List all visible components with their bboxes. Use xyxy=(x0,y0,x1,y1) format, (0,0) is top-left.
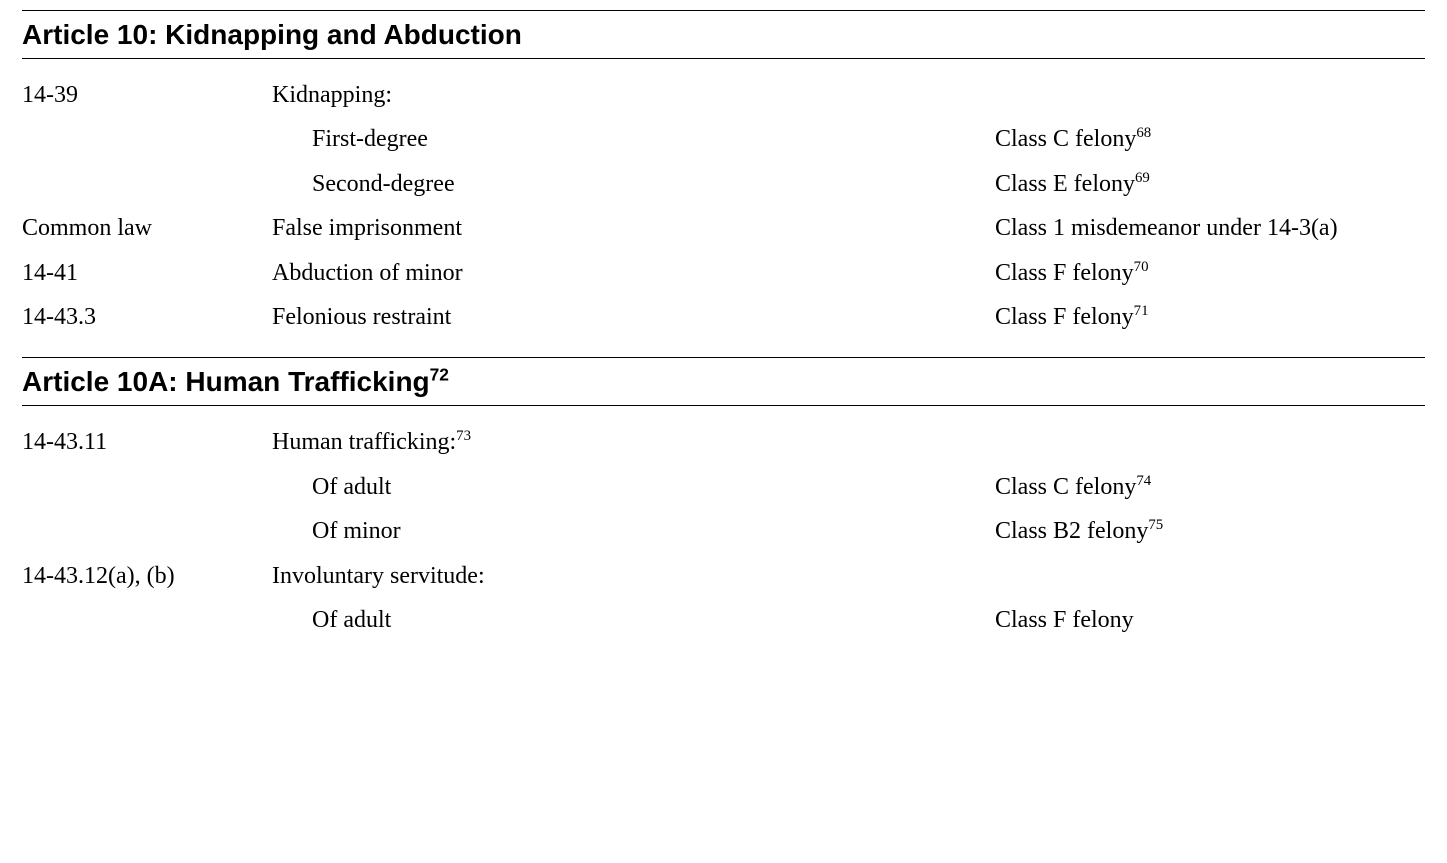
article-title-footnote: 72 xyxy=(430,365,449,385)
class-text: Class C felony xyxy=(995,126,1136,152)
table-row: Of minor Class B2 felony75 xyxy=(22,509,1425,553)
table-row: 14-43.12(a), (b) Involuntary servitude: xyxy=(22,554,1425,598)
table-row: Of adult Class F felony xyxy=(22,598,1425,642)
offense-text: Of adult xyxy=(312,607,391,633)
class-text: Class F felony xyxy=(995,304,1134,330)
statute-code: 14-43.3 xyxy=(22,301,272,333)
article-header: Article 10: Kidnapping and Abduction xyxy=(22,10,1425,59)
offense-class: Class F felony xyxy=(995,604,1425,636)
article-title: Article 10: Kidnapping and Abduction xyxy=(22,19,522,50)
table-row: Second-degree Class E felony69 xyxy=(22,162,1425,206)
class-footnote: 69 xyxy=(1135,170,1150,186)
offense-class: Class 1 misdemeanor under 14-3(a) xyxy=(995,212,1425,244)
offense-description: Of adult xyxy=(272,471,995,503)
offense-text: Felonious restraint xyxy=(272,304,451,330)
article-header: Article 10A: Human Trafficking72 xyxy=(22,357,1425,406)
class-footnote: 75 xyxy=(1148,517,1163,533)
offense-text: Involuntary servitude: xyxy=(272,563,485,589)
offense-text: Of minor xyxy=(312,518,401,544)
offense-text: Human trafficking: xyxy=(272,429,456,455)
offense-text: False imprisonment xyxy=(272,215,462,241)
statute-code: Common law xyxy=(22,212,272,244)
offense-description: Second-degree xyxy=(272,168,995,200)
offense-description: Abduction of minor xyxy=(272,257,995,289)
document-page: Article 10: Kidnapping and Abduction 14-… xyxy=(0,0,1447,652)
table-row: 14-41 Abduction of minor Class F felony7… xyxy=(22,251,1425,295)
class-text: Class E felony xyxy=(995,171,1135,197)
class-footnote: 74 xyxy=(1136,473,1151,489)
offense-text: Kidnapping: xyxy=(272,82,392,108)
offense-description: Kidnapping: xyxy=(272,79,995,111)
statute-code: 14-43.12(a), (b) xyxy=(22,560,272,592)
article-title-text: Article 10A: Human Trafficking xyxy=(22,366,430,397)
offense-class: Class C felony74 xyxy=(995,471,1425,503)
class-footnote: 70 xyxy=(1134,259,1149,275)
offense-class: Class B2 felony75 xyxy=(995,515,1425,547)
offense-description: False imprisonment xyxy=(272,212,995,244)
table-row: 14-43.3 Felonious restraint Class F felo… xyxy=(22,295,1425,339)
offense-description: First-degree xyxy=(272,123,995,155)
article-title-text: Article 10: Kidnapping and Abduction xyxy=(22,19,522,50)
article-block: Article 10A: Human Trafficking72 14-43.1… xyxy=(22,357,1425,652)
offense-class: Class F felony71 xyxy=(995,301,1425,333)
offense-footnote: 73 xyxy=(456,428,471,444)
offense-description: Of minor xyxy=(272,515,995,547)
offense-text: First-degree xyxy=(312,126,428,152)
article-entries: 14-39 Kidnapping: First-degree Class C f… xyxy=(22,59,1425,349)
statute-code: 14-41 xyxy=(22,257,272,289)
offense-text: Abduction of minor xyxy=(272,260,463,286)
table-row: Common law False imprisonment Class 1 mi… xyxy=(22,206,1425,250)
offense-text: Second-degree xyxy=(312,171,455,197)
offense-class: Class F felony70 xyxy=(995,257,1425,289)
class-text: Class C felony xyxy=(995,474,1136,500)
class-footnote: 68 xyxy=(1136,125,1151,141)
offense-description: Of adult xyxy=(272,604,995,636)
class-footnote: 71 xyxy=(1134,303,1149,319)
offense-description: Felonious restraint xyxy=(272,301,995,333)
offense-text: Of adult xyxy=(312,474,391,500)
article-title: Article 10A: Human Trafficking72 xyxy=(22,366,449,397)
class-text: Class B2 felony xyxy=(995,518,1148,544)
statute-code: 14-43.11 xyxy=(22,426,272,458)
class-text: Class 1 misdemeanor under 14-3(a) xyxy=(995,212,1425,244)
table-row: 14-43.11 Human trafficking:73 xyxy=(22,420,1425,464)
offense-class: Class C felony68 xyxy=(995,123,1425,155)
class-text: Class F felony xyxy=(995,260,1134,286)
table-row: Of adult Class C felony74 xyxy=(22,465,1425,509)
table-row: 14-39 Kidnapping: xyxy=(22,73,1425,117)
offense-description: Human trafficking:73 xyxy=(272,426,995,458)
statute-code: 14-39 xyxy=(22,79,272,111)
article-entries: 14-43.11 Human trafficking:73 Of adult C… xyxy=(22,406,1425,652)
class-text: Class F felony xyxy=(995,607,1134,633)
offense-description: Involuntary servitude: xyxy=(272,560,995,592)
offense-class: Class E felony69 xyxy=(995,168,1425,200)
table-row: First-degree Class C felony68 xyxy=(22,117,1425,161)
article-block: Article 10: Kidnapping and Abduction 14-… xyxy=(22,10,1425,349)
